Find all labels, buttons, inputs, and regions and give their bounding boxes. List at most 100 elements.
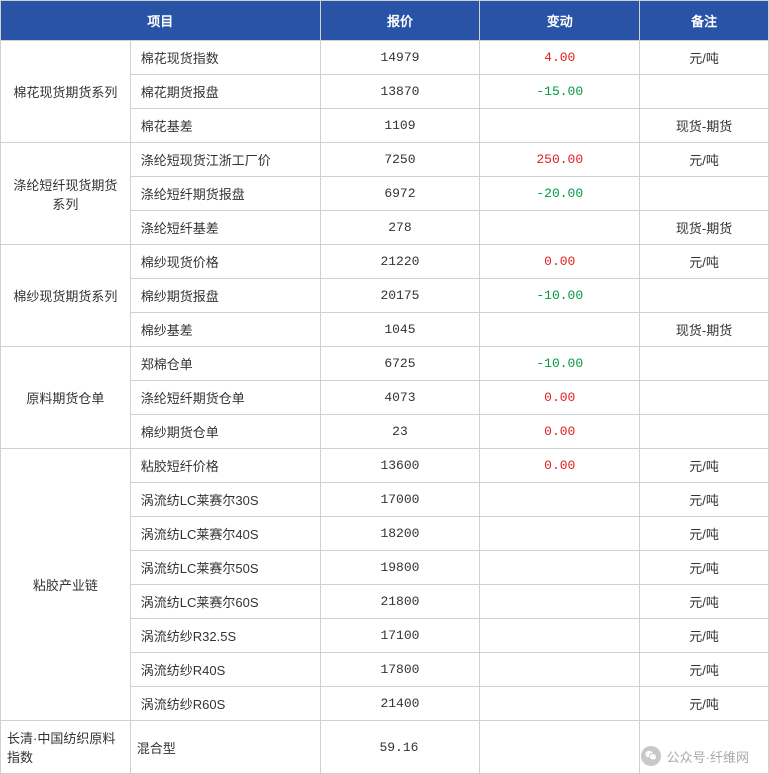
item-cell: 涤纶短现货江浙工厂价 <box>130 143 320 177</box>
footer-type: 混合型 <box>130 721 320 774</box>
remark-cell: 元/吨 <box>640 585 769 619</box>
item-cell: 涤纶短纤基差 <box>130 211 320 245</box>
remark-cell: 元/吨 <box>640 619 769 653</box>
table-row: 棉纱现货期货系列棉纱现货价格212200.00元/吨 <box>1 245 769 279</box>
watermark: 公众号·纤维网 <box>641 746 749 766</box>
item-cell: 涤纶短纤期货报盘 <box>130 177 320 211</box>
header-change: 变动 <box>480 1 640 41</box>
item-cell: 棉纱期货仓单 <box>130 415 320 449</box>
change-cell <box>480 585 640 619</box>
table-container: 项目 报价 变动 备注 棉花现货期货系列棉花现货指数149794.00元/吨棉花… <box>0 0 769 774</box>
table-row: 涤纶短纤现货期货系列涤纶短现货江浙工厂价7250250.00元/吨 <box>1 143 769 177</box>
category-cell: 棉纱现货期货系列 <box>1 245 131 347</box>
change-cell <box>480 313 640 347</box>
price-cell: 1045 <box>320 313 480 347</box>
change-cell <box>480 483 640 517</box>
remark-cell <box>640 177 769 211</box>
change-cell <box>480 653 640 687</box>
remark-cell: 现货-期货 <box>640 109 769 143</box>
wechat-icon <box>641 746 661 766</box>
price-cell: 1109 <box>320 109 480 143</box>
price-table: 项目 报价 变动 备注 棉花现货期货系列棉花现货指数149794.00元/吨棉花… <box>0 0 769 774</box>
price-cell: 14979 <box>320 41 480 75</box>
header-item: 项目 <box>1 1 321 41</box>
footer-empty-change <box>480 721 640 774</box>
price-cell: 20175 <box>320 279 480 313</box>
price-cell: 6725 <box>320 347 480 381</box>
header-remark: 备注 <box>640 1 769 41</box>
price-cell: 18200 <box>320 517 480 551</box>
item-cell: 涡流纺LC莱赛尔40S <box>130 517 320 551</box>
price-cell: 23 <box>320 415 480 449</box>
remark-cell: 元/吨 <box>640 41 769 75</box>
price-cell: 19800 <box>320 551 480 585</box>
item-cell: 涡流纺纱R32.5S <box>130 619 320 653</box>
change-cell: -15.00 <box>480 75 640 109</box>
footer-label: 长清·中国纺织原料指数 <box>1 721 131 774</box>
price-cell: 13870 <box>320 75 480 109</box>
remark-cell: 现货-期货 <box>640 313 769 347</box>
footer-value: 59.16 <box>320 721 480 774</box>
price-cell: 17000 <box>320 483 480 517</box>
header-price: 报价 <box>320 1 480 41</box>
remark-cell <box>640 381 769 415</box>
item-cell: 棉纱基差 <box>130 313 320 347</box>
change-cell <box>480 517 640 551</box>
item-cell: 涡流纺LC莱赛尔50S <box>130 551 320 585</box>
change-cell: -10.00 <box>480 347 640 381</box>
item-cell: 涤纶短纤期货仓单 <box>130 381 320 415</box>
change-cell: -20.00 <box>480 177 640 211</box>
category-cell: 粘胶产业链 <box>1 449 131 721</box>
change-cell: 0.00 <box>480 381 640 415</box>
item-cell: 棉花现货指数 <box>130 41 320 75</box>
item-cell: 粘胶短纤价格 <box>130 449 320 483</box>
remark-cell: 元/吨 <box>640 517 769 551</box>
change-cell <box>480 619 640 653</box>
category-cell: 涤纶短纤现货期货系列 <box>1 143 131 245</box>
price-cell: 17100 <box>320 619 480 653</box>
price-cell: 278 <box>320 211 480 245</box>
item-cell: 棉花期货报盘 <box>130 75 320 109</box>
remark-cell: 元/吨 <box>640 687 769 721</box>
price-cell: 7250 <box>320 143 480 177</box>
remark-cell: 元/吨 <box>640 245 769 279</box>
table-row: 棉花现货期货系列棉花现货指数149794.00元/吨 <box>1 41 769 75</box>
item-cell: 棉纱期货报盘 <box>130 279 320 313</box>
item-cell: 涡流纺纱R60S <box>130 687 320 721</box>
item-cell: 棉纱现货价格 <box>130 245 320 279</box>
change-cell <box>480 109 640 143</box>
change-cell: 250.00 <box>480 143 640 177</box>
change-cell <box>480 211 640 245</box>
table-row: 粘胶产业链粘胶短纤价格136000.00元/吨 <box>1 449 769 483</box>
remark-cell: 现货-期货 <box>640 211 769 245</box>
remark-cell <box>640 415 769 449</box>
remark-cell: 元/吨 <box>640 483 769 517</box>
remark-cell: 元/吨 <box>640 653 769 687</box>
remark-cell: 元/吨 <box>640 143 769 177</box>
change-cell: 0.00 <box>480 245 640 279</box>
remark-cell <box>640 279 769 313</box>
remark-cell: 元/吨 <box>640 551 769 585</box>
price-cell: 21800 <box>320 585 480 619</box>
category-cell: 棉花现货期货系列 <box>1 41 131 143</box>
price-cell: 13600 <box>320 449 480 483</box>
item-cell: 棉花基差 <box>130 109 320 143</box>
remark-cell <box>640 347 769 381</box>
change-cell: -10.00 <box>480 279 640 313</box>
remark-cell <box>640 75 769 109</box>
item-cell: 涡流纺LC莱赛尔30S <box>130 483 320 517</box>
change-cell <box>480 687 640 721</box>
price-cell: 21220 <box>320 245 480 279</box>
item-cell: 涡流纺LC莱赛尔60S <box>130 585 320 619</box>
price-cell: 17800 <box>320 653 480 687</box>
item-cell: 郑棉仓单 <box>130 347 320 381</box>
price-cell: 21400 <box>320 687 480 721</box>
watermark-text: 公众号·纤维网 <box>667 747 749 766</box>
change-cell <box>480 551 640 585</box>
change-cell: 0.00 <box>480 415 640 449</box>
table-body: 棉花现货期货系列棉花现货指数149794.00元/吨棉花期货报盘13870-15… <box>1 41 769 774</box>
price-cell: 6972 <box>320 177 480 211</box>
change-cell: 0.00 <box>480 449 640 483</box>
remark-cell: 元/吨 <box>640 449 769 483</box>
change-cell: 4.00 <box>480 41 640 75</box>
